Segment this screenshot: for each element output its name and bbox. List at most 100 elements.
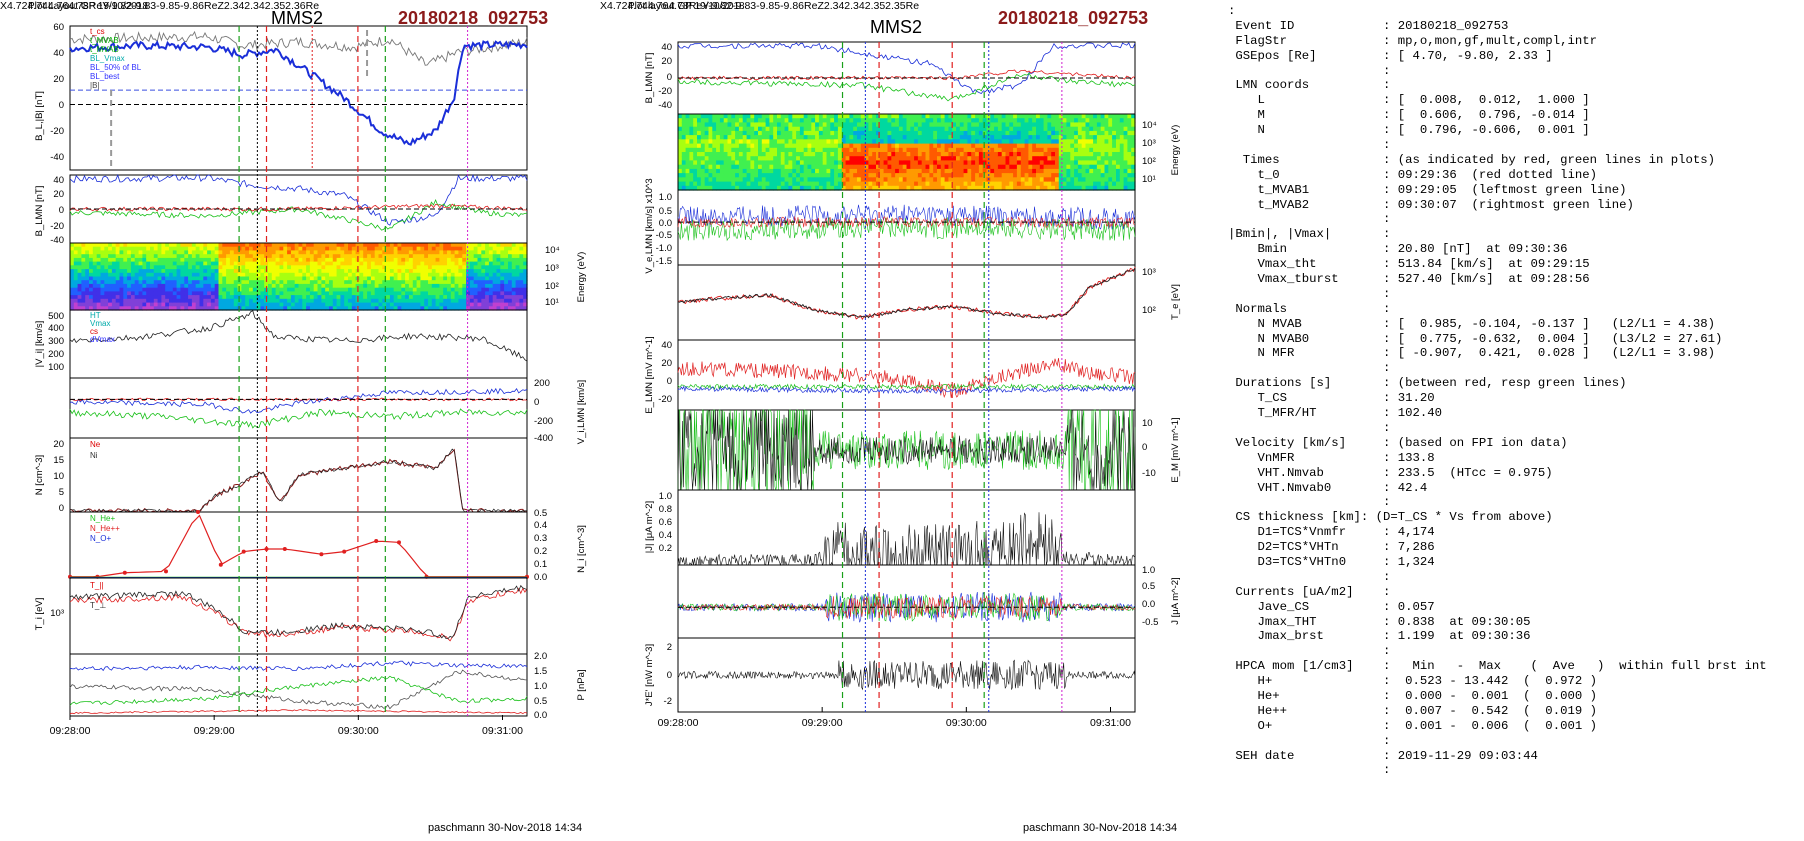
- spectrogram-cell: [203, 276, 208, 281]
- spectrogram-cell: [704, 130, 710, 136]
- spectrogram-cell: [321, 295, 326, 300]
- summary-line: FlagStr : mp,o,mon,gf,mult,compl,intr: [1228, 33, 1597, 48]
- axis-label: 10³: [1142, 267, 1156, 278]
- spectrogram-cell: [138, 269, 143, 274]
- spectrogram-cell: [761, 156, 767, 161]
- spectrogram-cell: [412, 243, 418, 248]
- summary-line: Event ID : 20180218_092753: [1228, 18, 1509, 33]
- spectrogram-cell: [708, 168, 713, 174]
- spectrogram-cell: [161, 265, 166, 270]
- spectrogram-cell: [370, 302, 376, 307]
- spectrogram-cell: [716, 156, 721, 161]
- spectrogram-cell: [845, 173, 850, 178]
- spectrogram-cell: [229, 287, 235, 292]
- spectrogram-cell: [700, 143, 706, 149]
- spectrogram-cell: [792, 168, 797, 174]
- spectrogram-cell: [127, 295, 132, 300]
- spectrogram-cell: [1028, 164, 1033, 170]
- spectrogram-cell: [1070, 181, 1075, 187]
- spectrogram-cell: [1062, 181, 1067, 187]
- spectrogram-cell: [940, 173, 946, 178]
- spectrogram-cell: [207, 276, 212, 281]
- spectrogram-cell: [317, 291, 322, 296]
- spectrogram-cell: [841, 152, 847, 157]
- spectrogram-cell: [678, 114, 683, 119]
- spectrogram-cell: [287, 261, 292, 266]
- spectrogram-cell: [731, 173, 736, 178]
- spectrogram-cell: [279, 302, 284, 307]
- axis-label: 10³: [50, 608, 64, 619]
- spectrogram-cell: [309, 265, 315, 270]
- spectrogram-cell: [469, 298, 475, 304]
- spectrogram-cell: [971, 126, 976, 132]
- spectrogram-cell: [750, 168, 755, 174]
- spectrogram-cell: [481, 298, 486, 304]
- spectrogram-cell: [1009, 164, 1014, 170]
- spectrogram-cell: [1016, 152, 1022, 157]
- spectrogram-cell: [956, 135, 961, 140]
- spectrogram-cell: [325, 269, 330, 274]
- spectrogram-cell: [104, 254, 109, 259]
- spectrogram-cell: [986, 114, 991, 119]
- spectrogram-cell: [1131, 168, 1136, 174]
- spectrogram-cell: [685, 126, 690, 132]
- spectrogram-cell: [1096, 135, 1102, 140]
- spectrogram-cell: [1020, 122, 1026, 128]
- spectrogram-cell: [1024, 139, 1029, 145]
- spectrogram-cell: [910, 185, 915, 191]
- spectrogram-cell: [401, 265, 406, 270]
- spectrogram-cell: [940, 114, 946, 119]
- spectrogram-cell: [115, 276, 121, 281]
- spectrogram-cell: [172, 283, 178, 289]
- spectrogram-cell: [226, 250, 231, 255]
- spectrogram-cell: [1020, 156, 1026, 161]
- spectrogram-cell: [1070, 130, 1075, 136]
- spectrogram-cell: [123, 302, 128, 307]
- spectrogram-cell: [1123, 147, 1128, 153]
- spectrogram-cell: [134, 291, 140, 296]
- spectrogram-cell: [191, 295, 197, 300]
- spectrogram-cell: [229, 265, 235, 270]
- spectrogram-cell: [142, 280, 147, 285]
- spectrogram-cell: [1116, 152, 1121, 157]
- spectrogram-cell: [123, 272, 128, 278]
- spectrogram-cell: [150, 295, 155, 300]
- spectrogram-cell: [822, 156, 828, 161]
- spectrogram-cell: [1047, 143, 1052, 149]
- spectrogram-cell: [424, 287, 429, 292]
- spectrogram-cell: [435, 272, 440, 278]
- spectrogram-cell: [1112, 181, 1117, 187]
- spectrogram-cell: [245, 287, 250, 292]
- spectrogram-cell: [447, 265, 452, 270]
- spectrogram-cell: [229, 254, 235, 259]
- spectrogram-cell: [1108, 185, 1113, 191]
- spectrogram-cell: [252, 295, 258, 300]
- spectrogram-cell: [191, 280, 197, 285]
- spectrogram-cell: [815, 147, 820, 153]
- spectrogram-cell: [925, 173, 930, 178]
- spectrogram-cell: [761, 139, 767, 145]
- spectrogram-cell: [1100, 177, 1106, 183]
- spectrogram-cell: [1001, 135, 1007, 140]
- coord-value: 2.34: [844, 0, 865, 12]
- spectrogram-cell: [351, 280, 357, 285]
- spectrogram-cell: [188, 287, 193, 292]
- spectrogram-cell: [723, 114, 729, 119]
- data-point-He++: [196, 510, 200, 514]
- spectrogram-cell: [386, 295, 391, 300]
- spectrogram-cell: [1093, 122, 1098, 128]
- spectrogram-cell: [1055, 143, 1060, 149]
- spectrogram-cell: [447, 291, 452, 296]
- spectrogram-cell: [443, 265, 448, 270]
- spectrogram-cell: [313, 306, 319, 311]
- spectrogram-cell: [857, 156, 862, 161]
- spectrogram-cell: [279, 295, 284, 300]
- spectrogram-cell: [477, 250, 482, 255]
- spectrogram-cell: [313, 269, 319, 274]
- spectrogram-cell: [218, 287, 223, 292]
- summary-line: Normals :: [1228, 301, 1391, 316]
- spectrogram-cell: [176, 302, 181, 307]
- spectrogram-cell: [393, 298, 399, 304]
- spectrogram-cell: [853, 126, 858, 132]
- spectrogram-cell: [1001, 160, 1007, 166]
